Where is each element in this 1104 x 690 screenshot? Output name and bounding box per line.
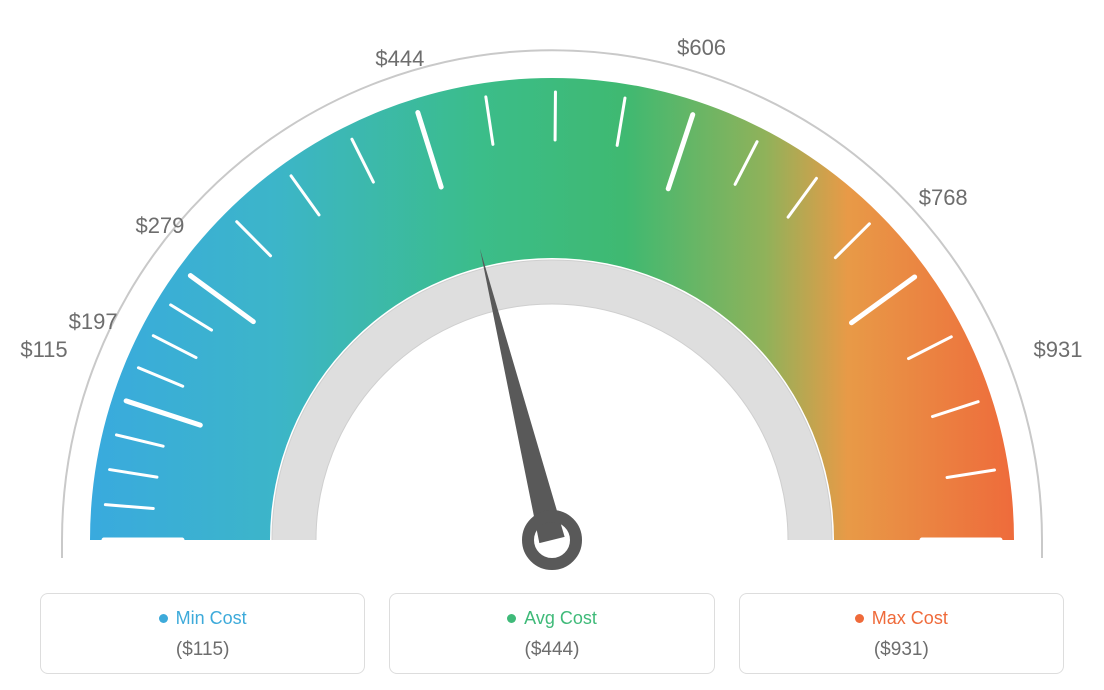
gauge-tick-label: $197 xyxy=(69,309,118,335)
min-cost-value: ($115) xyxy=(51,639,354,661)
max-cost-label-row: Max Cost xyxy=(750,608,1053,629)
gauge-tick-label: $931 xyxy=(1034,337,1083,363)
max-cost-card: Max Cost ($931) xyxy=(739,593,1064,674)
avg-cost-card: Avg Cost ($444) xyxy=(389,593,714,674)
avg-cost-label: Avg Cost xyxy=(524,608,597,629)
avg-cost-label-row: Avg Cost xyxy=(400,608,703,629)
max-cost-value: ($931) xyxy=(750,639,1053,661)
min-cost-label-row: Min Cost xyxy=(51,608,354,629)
avg-cost-dot xyxy=(507,614,516,623)
avg-cost-value: ($444) xyxy=(400,639,703,661)
gauge-tick-label: $444 xyxy=(375,46,424,72)
min-cost-label: Min Cost xyxy=(176,608,247,629)
gauge-area: $115$197 $279 $444 $606 $768 $931 xyxy=(0,0,1104,570)
min-cost-card: Min Cost ($115) xyxy=(40,593,365,674)
chart-container: $115$197 $279 $444 $606 $768 $931 Min Cost ($… xyxy=(0,0,1104,690)
max-cost-label: Max Cost xyxy=(872,608,948,629)
min-cost-dot xyxy=(159,614,168,623)
gauge-tick-label: $115 xyxy=(20,337,67,363)
gauge-svg xyxy=(0,0,1104,570)
summary-cards: Min Cost ($115) Avg Cost ($444) Max Cost… xyxy=(40,593,1064,674)
max-cost-dot xyxy=(855,614,864,623)
gauge-tick-label: $768 xyxy=(919,185,968,211)
gauge-tick-label: $606 xyxy=(677,35,726,61)
gauge-tick-label: $279 xyxy=(135,213,184,239)
